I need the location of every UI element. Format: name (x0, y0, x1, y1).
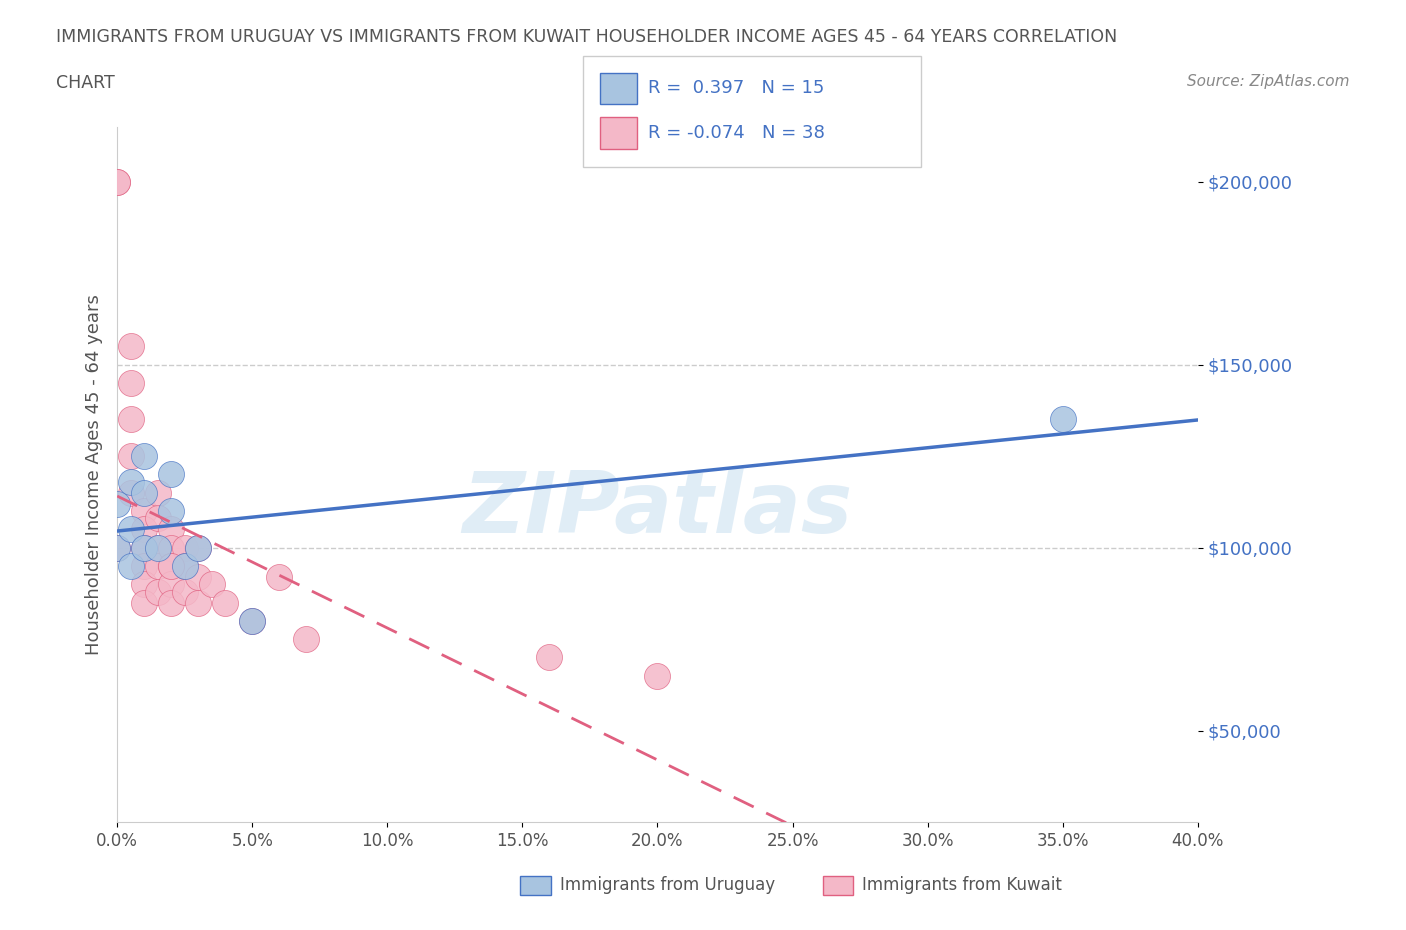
Point (105, 540, 128, 555)
Point (120, 412, 142, 427)
Text: Source: ZipAtlas.com: Source: ZipAtlas.com (1187, 74, 1350, 89)
Point (105, 497, 128, 512)
Point (160, 559, 183, 574)
Point (173, 540, 195, 555)
Point (134, 503, 156, 518)
Point (134, 522, 156, 537)
Point (146, 559, 169, 574)
Point (240, 614, 263, 629)
Y-axis label: Householder Income Ages 45 - 64 years: Householder Income Ages 45 - 64 years (86, 294, 103, 655)
Point (134, 448, 156, 463)
Point (146, 540, 169, 555)
Point (201, 577, 224, 591)
Point (647, 669, 669, 684)
Point (120, 485, 142, 500)
Text: R = -0.074   N = 38: R = -0.074 N = 38 (648, 124, 825, 142)
Text: CHART: CHART (56, 74, 115, 92)
Point (1052, 412, 1074, 427)
Point (105, 174, 128, 189)
Point (120, 522, 142, 537)
Text: R =  0.397   N = 15: R = 0.397 N = 15 (648, 79, 824, 98)
Text: Immigrants from Uruguay: Immigrants from Uruguay (560, 876, 775, 895)
Point (134, 595, 156, 610)
Point (240, 614, 263, 629)
Point (120, 376, 142, 391)
Point (146, 584, 169, 599)
Point (120, 339, 142, 353)
Text: ZIPatlas: ZIPatlas (463, 468, 852, 551)
Point (187, 540, 209, 555)
Point (160, 503, 183, 518)
Point (146, 540, 169, 555)
Point (134, 559, 156, 574)
Point (187, 540, 209, 555)
Point (173, 584, 195, 599)
Text: Immigrants from Kuwait: Immigrants from Kuwait (862, 876, 1062, 895)
Point (160, 595, 183, 610)
Point (105, 174, 128, 189)
Point (269, 569, 291, 584)
Point (134, 540, 156, 555)
Point (214, 595, 236, 610)
Point (160, 577, 183, 591)
Point (160, 559, 183, 574)
Point (187, 569, 209, 584)
Point (120, 474, 142, 489)
Point (146, 485, 169, 500)
Point (120, 559, 142, 574)
Point (295, 631, 318, 646)
Point (160, 467, 183, 482)
Point (187, 595, 209, 610)
Point (173, 559, 195, 574)
Point (173, 559, 195, 574)
Point (160, 540, 183, 555)
Point (120, 448, 142, 463)
Point (160, 522, 183, 537)
Point (134, 540, 156, 555)
Text: IMMIGRANTS FROM URUGUAY VS IMMIGRANTS FROM KUWAIT HOUSEHOLDER INCOME AGES 45 - 6: IMMIGRANTS FROM URUGUAY VS IMMIGRANTS FR… (56, 28, 1118, 46)
Point (105, 540, 128, 555)
Point (134, 485, 156, 500)
Point (134, 577, 156, 591)
Point (538, 650, 561, 665)
Point (146, 511, 169, 525)
